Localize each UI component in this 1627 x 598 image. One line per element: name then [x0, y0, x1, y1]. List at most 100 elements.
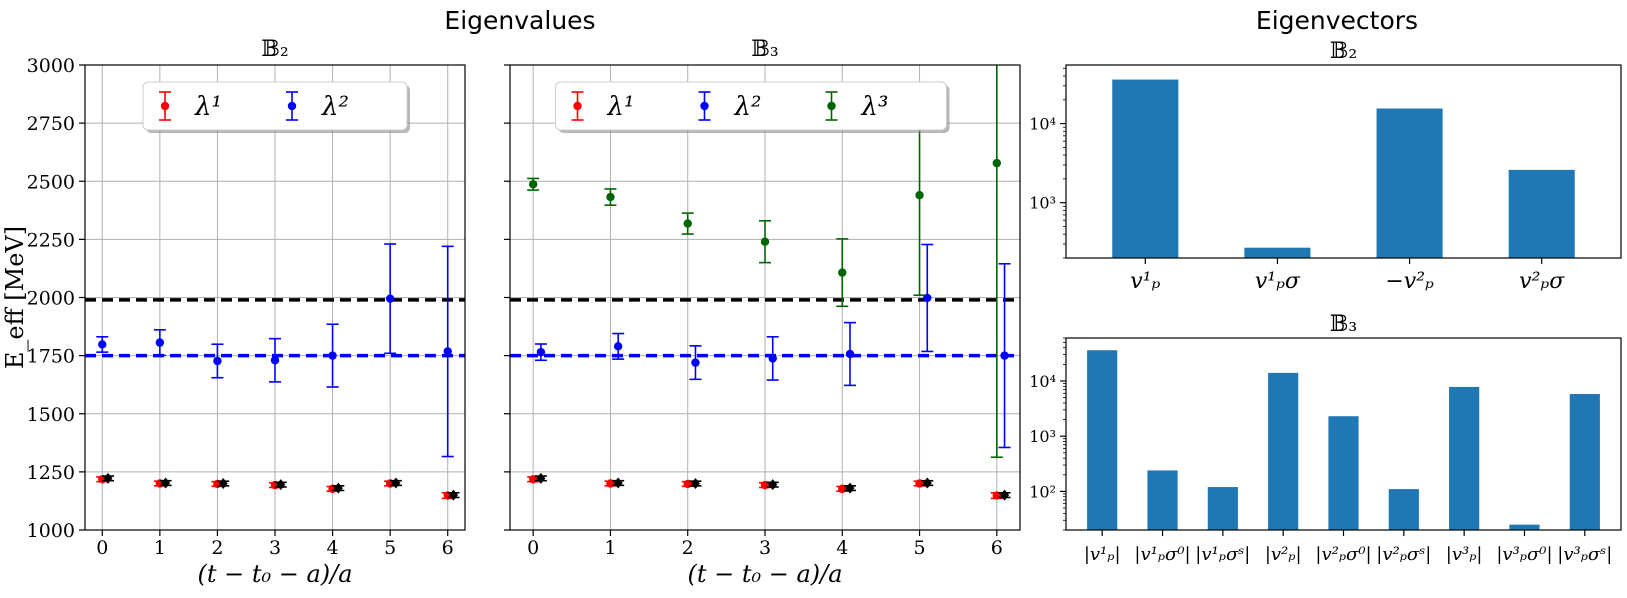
- eigenvalues-b3-s3-diamond-5: [922, 477, 932, 489]
- eigenvalues-b2-panel: 0 1 2 3 4 5 6 1000 1250 1500 1750 2000 2250 2500 2750 3…: [1, 37, 466, 588]
- eigenvectors-b3-bar-5: [1388, 489, 1419, 530]
- eigenvectors-b3-xtick-label-8: |v³ₚσˢ|: [1557, 544, 1612, 565]
- eigenvalues-b3-s2-point-2: [683, 219, 692, 228]
- eigenvalues-b2-s2-diamond-0: [103, 472, 113, 484]
- eigenvalues-b2-ytick-label-1750: 1750: [27, 346, 75, 368]
- eigenvalues-b3-legend-marker-1: [700, 101, 709, 111]
- eigenvalues-b2-ylabel: E_eff [MeV]: [1, 226, 29, 369]
- eigenvectors-b3-bar-4: [1328, 416, 1359, 530]
- eigenvalues-b3-xtick-label-6: 6: [991, 537, 1003, 559]
- eigenvalues-b3-xtick-label-0: 0: [527, 537, 539, 559]
- eigenvalues-b2-legend-box: [142, 81, 408, 131]
- eigenvectors-b3-bar-8: [1569, 394, 1600, 530]
- eigenvalues-b3-data: [510, 65, 1020, 501]
- eigenvalues-b2-s1-point-5: [385, 294, 395, 303]
- eigenvalues-b2-s1-point-2: [213, 356, 222, 366]
- eigenvectors-b3-ytick-label-2: 10⁴: [1029, 372, 1056, 391]
- eigenvalues-b3-xtick-label-3: 3: [759, 537, 771, 559]
- eigenvalues-b2-xtick-label-6: 6: [442, 537, 454, 559]
- eigenvectors-b2-xtick-label-0: v¹ₚ: [1130, 269, 1160, 294]
- eigenvectors-b3-ytick-label-0: 10²: [1029, 482, 1056, 501]
- eigenvalues-b2-xtick-label-1: 1: [154, 537, 166, 559]
- eigenvectors-b3-xtick-label-5: |v²ₚσˢ|: [1376, 544, 1431, 565]
- eigenvectors-b2-bar-0: [1112, 79, 1179, 259]
- eigenvalues-b2-frame: [84, 64, 466, 531]
- eigenvectors-b3-bar-1: [1147, 470, 1178, 530]
- eigenvalues-b3-s3-diamond-0: [536, 472, 546, 484]
- eigenvalues-b2-s2-diamond-5: [391, 477, 401, 489]
- eigenvectors-b3-title: 𝔹₃: [1330, 312, 1357, 337]
- eigenvalues-b3-s1-point-3: [768, 354, 777, 363]
- eigenvectors-b3-bar-0: [1087, 350, 1118, 530]
- eigenvalues-b3-s3-diamond-2: [690, 478, 700, 489]
- eigenvalues-b2-s1-point-0: [98, 340, 107, 349]
- eigenvectors-b3-xtick-label-2: |v¹ₚσˢ|: [1195, 544, 1250, 565]
- eigenvalues-b3-panel: 0 1 2 3 4 5 6 𝔹₃ (t − t₀ − a)/a λ¹ λ² λ³: [504, 37, 1021, 588]
- eigenvalues-b2-ytick-label-2250: 2250: [27, 229, 75, 251]
- eigenvalues-b2-xtick-label-4: 4: [327, 537, 339, 559]
- eigenvalues-b2-s2-diamond-1: [161, 477, 171, 489]
- eigenvalues-b3-legend-marker-2: [827, 101, 836, 111]
- eigenvalues-b3-s2-point-3: [760, 237, 770, 246]
- eigenvectors-b3-ytick-label-1: 10³: [1029, 427, 1056, 446]
- eigenvalues-b2-s2-diamond-6: [448, 489, 458, 501]
- eigenvalues-b3-s2-point-4: [838, 268, 847, 277]
- eigenvalues-b3-title: 𝔹₃: [751, 37, 778, 62]
- eigenvectors-b2-bar-2: [1376, 108, 1443, 258]
- eigenvalues-b2-s2-diamond-2: [218, 478, 228, 489]
- eigenvalues-b2-s1-point-3: [270, 356, 280, 365]
- eigenvalues-b2-xtick-label-2: 2: [211, 537, 223, 559]
- eigenvalues-b2-ytick-label-1250: 1250: [27, 462, 75, 484]
- eigenvalues-b2-ytick-label-3000: 3000: [27, 55, 75, 77]
- eigenvectors-b2-bar-1: [1244, 247, 1311, 258]
- eigenvalues-b3-s3-diamond-3: [768, 479, 778, 491]
- eigenvectors-b3-panel: |v¹ₚ| |v¹ₚσ⁰| |v¹ₚσˢ| |v²ₚ| |v²ₚσ⁰| |v²ₚσˢ| |v…: [1029, 312, 1622, 565]
- eigenvectors-b3-xtick-label-0: |v¹ₚ|: [1084, 544, 1121, 565]
- eigenvalues-b3-legend-box: [555, 81, 947, 131]
- eigenvalues-b2-legend-label-0: λ¹: [194, 92, 222, 122]
- eigenvalues-b2-ytick-label-2000: 2000: [27, 288, 75, 310]
- eigenvalues-b2-legend-label-1: λ²: [321, 92, 349, 122]
- eigenvalues-b3-xtick-label-1: 1: [604, 537, 616, 559]
- eigenvalues-b3-s1-point-4: [845, 349, 855, 359]
- plots-group: 0 1 2 3 4 5 6 1000 1250 1500 1750 2000 2250 2500 2750 3…: [1, 37, 1622, 588]
- eigenvalues-b2-legend-marker-1: [287, 101, 297, 111]
- eigenvectors-b2-title: 𝔹₂: [1330, 39, 1357, 64]
- eigenvalues-b2-s2-diamond-4: [333, 482, 343, 494]
- eigenvectors-b2-xtick-label-3: v²ₚσ: [1519, 269, 1565, 294]
- eigenvectors-b2-bar-3: [1508, 169, 1575, 258]
- eigenvalues-b3-legend-label-2: λ³: [861, 92, 889, 122]
- eigenvalues-b2-s1-point-6: [443, 347, 452, 356]
- eigenvalues-b2-ytick-label-1000: 1000: [27, 520, 75, 542]
- eigenvalues-b2-ytick-label-2750: 2750: [27, 113, 75, 135]
- eigenvalues-b3-xtick-label-2: 2: [682, 537, 694, 559]
- eigenvectors-b3-xtick-label-7: |v³ₚσ⁰|: [1496, 544, 1552, 565]
- eigenvalues-b2-title: 𝔹₂: [261, 37, 288, 62]
- eigenvectors-b3-bar-2: [1207, 487, 1238, 530]
- eigenvalues-b3-s3-diamond-1: [613, 477, 623, 489]
- eigenvalues-b3-s2-point-6: [992, 158, 1002, 168]
- eigenvectors-b2-xtick-label-2: −v²ₚ: [1385, 269, 1434, 294]
- eigenvalues-b2-s1-point-1: [155, 338, 165, 347]
- eigenvalues-b3-s1-point-2: [691, 358, 700, 367]
- eigenvectors-b3-bar-3: [1268, 372, 1299, 530]
- eigenvectors-b2-ytick-label-0: 10³: [1029, 194, 1056, 213]
- eigenvalues-b3-xtick-label-5: 5: [913, 537, 925, 559]
- eigenvalues-b2-s2-diamond-3: [276, 479, 286, 491]
- eigenvalues-b3-legend-label-1: λ²: [734, 92, 762, 122]
- eigenvalues-b2-ytick-label-1500: 1500: [27, 404, 75, 426]
- eigenvalues-b3-xlabel: (t − t₀ − a)/a: [687, 560, 842, 588]
- eigenvectors-b3-xtick-label-1: |v¹ₚσ⁰|: [1134, 544, 1190, 565]
- eigenvalues-b3-s3-diamond-4: [845, 482, 855, 494]
- eigenvalues-b3-s1-point-0: [536, 347, 546, 357]
- eigenvalues-b2-xtick-label-3: 3: [269, 537, 281, 559]
- eigenvalues-b2-ytick-label-2500: 2500: [27, 171, 75, 193]
- eigenvalues-b3-s2-point-1: [606, 192, 615, 202]
- eigenvectors-b2-ytick-label-1: 10⁴: [1029, 115, 1056, 134]
- eigenvalues-b3-s1-point-1: [613, 342, 623, 351]
- eigenvectors-b3-xtick-label-3: |v²ₚ|: [1265, 544, 1302, 565]
- eigenvalues-b2-legend: λ¹ λ²: [142, 81, 410, 133]
- eigenvalues-b2-xtick-label-5: 5: [384, 537, 396, 559]
- eigenvalues-b2-data: [85, 243, 465, 501]
